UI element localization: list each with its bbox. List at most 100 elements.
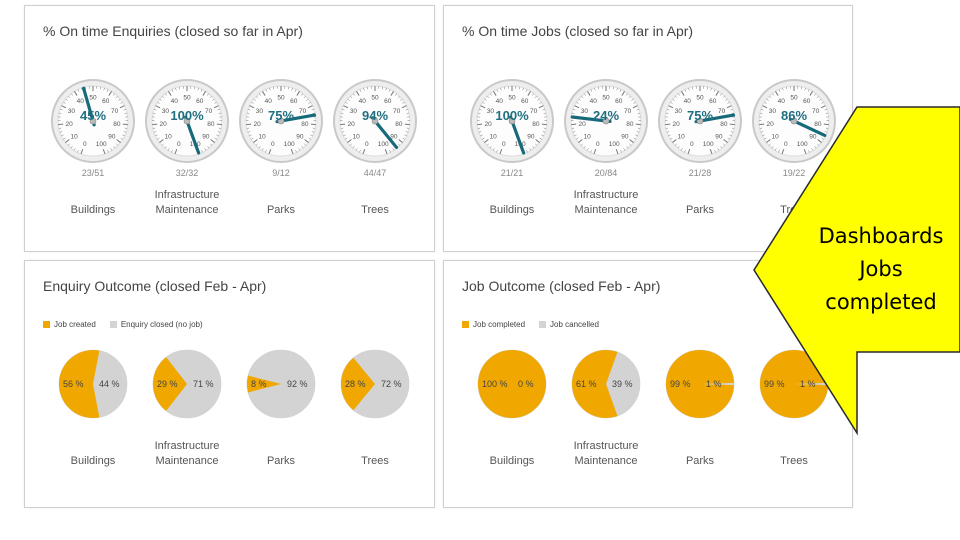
gauge-tick	[381, 86, 383, 90]
gauge-tick	[816, 95, 819, 99]
gauge-tick	[341, 131, 345, 133]
gauge-percent: 94%	[362, 108, 388, 123]
gauge-tick	[99, 86, 101, 90]
gauge-tick	[296, 91, 300, 96]
pie-value-label-b: 71 %	[193, 379, 214, 389]
gauge-tick	[714, 149, 716, 153]
gauge-tick-label: 40	[77, 98, 85, 105]
gauge-tick	[623, 148, 626, 151]
gauge-tick	[152, 112, 156, 114]
gauge-dial: 0102030405060708090100100%	[470, 79, 554, 163]
gauge-tick	[731, 112, 735, 114]
gauge-tick	[388, 89, 391, 92]
gauge-percent: 100%	[170, 108, 204, 123]
gauge-tick-label: 20	[767, 121, 775, 128]
legend-swatch	[462, 321, 469, 328]
gauge-tick	[819, 98, 822, 101]
gauge-tick	[637, 127, 641, 129]
gauge-tick	[80, 149, 84, 155]
gauge-tick	[107, 149, 109, 153]
gauge-percent: 24%	[593, 108, 619, 123]
gauge-percent: 86%	[781, 108, 807, 123]
gauge-tick	[308, 137, 311, 140]
category-label-line: Trees	[780, 455, 808, 467]
gauge-tick-label: 90	[527, 133, 535, 140]
gauge-tick	[625, 93, 628, 96]
gauge-tick	[70, 146, 73, 149]
gauge-tick	[672, 98, 675, 101]
enquiry-outcome-panel: Enquiry Outcome (closed Feb - Apr) Job c…	[24, 260, 435, 508]
category-label-line: Parks	[685, 204, 715, 216]
gauge-tick	[251, 102, 254, 104]
gauge-tick	[809, 91, 813, 96]
gauge-tick	[59, 131, 63, 133]
gauge-tick	[759, 123, 765, 126]
category-label-line: Maintenance	[155, 204, 219, 216]
gauge-tick	[193, 86, 195, 90]
gauge-tick-label: 70	[205, 108, 213, 115]
gauge-tick	[706, 86, 708, 90]
gauge-tick	[725, 98, 728, 101]
pie-chart	[571, 349, 641, 419]
gauge-tick-label: 10	[258, 133, 266, 140]
callout-line: completed	[825, 290, 937, 314]
gauge-tick	[722, 95, 725, 99]
gauge-tick-label: 40	[778, 98, 786, 105]
gauge-tick	[688, 87, 690, 91]
gauge-tick	[341, 109, 345, 111]
gauge-tick	[715, 91, 719, 96]
gauge-tick-label: 50	[89, 95, 97, 102]
gauge-tick-label: 80	[207, 121, 215, 128]
gauge-tick	[122, 134, 125, 137]
gauge-tick-label: 60	[803, 98, 811, 105]
gauge-tick	[171, 149, 173, 153]
gauge-tick	[590, 89, 593, 92]
gauge-tick-label: 30	[162, 108, 170, 115]
gauge-tick	[74, 91, 78, 96]
gauge-tick	[206, 93, 209, 96]
gauge-tick	[719, 93, 722, 96]
gauge-tick	[171, 89, 174, 92]
category-label-line: Buildings	[489, 204, 535, 216]
gauge-tick	[587, 91, 591, 96]
gauge-tick-label: 50	[790, 95, 798, 102]
gauge-tick	[574, 134, 577, 137]
gauge-tick	[541, 123, 547, 126]
gauge-tick	[482, 102, 485, 104]
gauge-tick	[123, 131, 127, 133]
pie-value-label-b: 0 %	[518, 379, 534, 389]
gauge-tick	[484, 98, 487, 101]
gauge-tick	[367, 86, 369, 90]
gauge-tick-label: 20	[673, 121, 681, 128]
gauge-tick-label: 70	[530, 108, 538, 115]
gauge-hub	[183, 117, 191, 125]
gauge-tick	[804, 87, 806, 91]
gauge-tick	[477, 123, 483, 126]
gauge-tick	[311, 109, 315, 111]
gauge-tick-label: 30	[675, 108, 683, 115]
gauge-tick	[571, 112, 575, 114]
category-label: Parks	[640, 454, 760, 469]
gauge-tick-label: 60	[615, 98, 623, 105]
gauge-tick	[261, 148, 264, 151]
category-label-line: Parks	[266, 204, 296, 216]
gauge-tick-label: 80	[301, 121, 309, 128]
gauge-tick	[572, 131, 576, 133]
gauge-tick-label: 20	[579, 121, 587, 128]
gauge-tick	[345, 102, 348, 104]
gauge-tick	[249, 105, 255, 109]
gauge-tick-label: 90	[621, 133, 629, 140]
category-label: Trees	[734, 203, 854, 218]
gauge-tick	[726, 105, 732, 109]
gauge-tick	[116, 143, 119, 146]
gauge-percent: 45%	[80, 108, 106, 123]
pie-value-label-a: 28 %	[345, 379, 366, 389]
gauge-tick	[632, 105, 638, 109]
category-label: Infrastructure Maintenance	[127, 188, 247, 218]
gauge-tick	[81, 87, 83, 91]
gauge-tick	[489, 146, 492, 149]
category-label-line: Trees	[780, 204, 808, 216]
gauge-percent: 75%	[687, 108, 713, 123]
